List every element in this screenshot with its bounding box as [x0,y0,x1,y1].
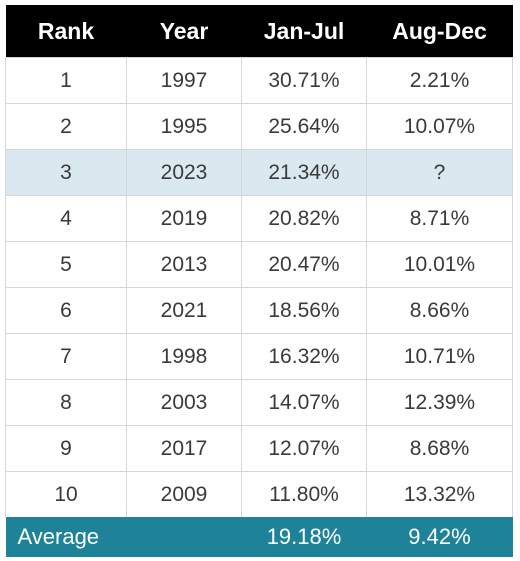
cell-jan-jul: 20.47% [241,241,367,288]
table-body: 1 1997 30.71% 2.21% 2 1995 25.64% 10.07%… [5,57,513,517]
ranking-table-container: Rank Year Jan-Jul Aug-Dec 1 1997 30.71% … [5,5,513,557]
cell-aug-dec: 10.01% [366,241,513,288]
table-row: 4 2019 20.82% 8.71% [5,195,513,242]
cell-jan-jul: 18.56% [241,287,367,334]
cell-year: 1998 [126,333,242,380]
cell-aug-dec: 8.71% [366,195,513,242]
cell-jan-jul: 25.64% [241,103,367,150]
table-row: 1 1997 30.71% 2.21% [5,57,513,104]
ranking-table: Rank Year Jan-Jul Aug-Dec 1 1997 30.71% … [5,5,513,557]
header-aug-dec: Aug-Dec [366,5,513,58]
cell-year: 2003 [126,379,242,426]
cell-jan-jul: 30.71% [241,57,367,104]
cell-year: 2017 [126,425,242,472]
cell-rank: 9 [5,425,127,472]
cell-rank: 2 [5,103,127,150]
table-row: 9 2017 12.07% 8.68% [5,425,513,472]
cell-aug-dec: 2.21% [366,57,513,104]
cell-aug-dec: 12.39% [366,379,513,426]
cell-aug-dec: ? [366,149,513,196]
cell-aug-dec: 10.71% [366,333,513,380]
cell-aug-dec: 8.66% [366,287,513,334]
cell-rank: 7 [5,333,127,380]
cell-year: 2023 [126,149,242,196]
average-aug-dec: 9.42% [366,517,513,557]
cell-jan-jul: 14.07% [241,379,367,426]
cell-aug-dec: 10.07% [366,103,513,150]
header-year: Year [126,5,242,58]
average-jan-jul: 19.18% [241,517,367,557]
table-row: 2 1995 25.64% 10.07% [5,103,513,150]
cell-rank: 5 [5,241,127,288]
cell-year: 2021 [126,287,242,334]
cell-aug-dec: 8.68% [366,425,513,472]
table-header-row: Rank Year Jan-Jul Aug-Dec [5,5,513,58]
cell-rank: 10 [5,471,127,517]
cell-rank: 4 [5,195,127,242]
cell-jan-jul: 16.32% [241,333,367,380]
table-row: 6 2021 18.56% 8.66% [5,287,513,334]
cell-rank: 6 [5,287,127,334]
cell-year: 1995 [126,103,242,150]
table-row: 10 2009 11.80% 13.32% [5,471,513,517]
header-jan-jul: Jan-Jul [241,5,367,58]
cell-year: 1997 [126,57,242,104]
table-row: 7 1998 16.32% 10.71% [5,333,513,380]
cell-rank: 1 [5,57,127,104]
cell-year: 2009 [126,471,242,517]
cell-rank: 8 [5,379,127,426]
cell-jan-jul: 12.07% [241,425,367,472]
header-rank: Rank [5,5,127,58]
average-label: Average [5,517,242,557]
table-row-highlighted: 3 2023 21.34% ? [5,149,513,196]
cell-year: 2019 [126,195,242,242]
cell-jan-jul: 20.82% [241,195,367,242]
cell-year: 2013 [126,241,242,288]
cell-aug-dec: 13.32% [366,471,513,517]
cell-jan-jul: 11.80% [241,471,367,517]
table-row: 5 2013 20.47% 10.01% [5,241,513,288]
cell-rank: 3 [5,149,127,196]
average-row: Average 19.18% 9.42% [5,517,513,557]
table-row: 8 2003 14.07% 12.39% [5,379,513,426]
cell-jan-jul: 21.34% [241,149,367,196]
